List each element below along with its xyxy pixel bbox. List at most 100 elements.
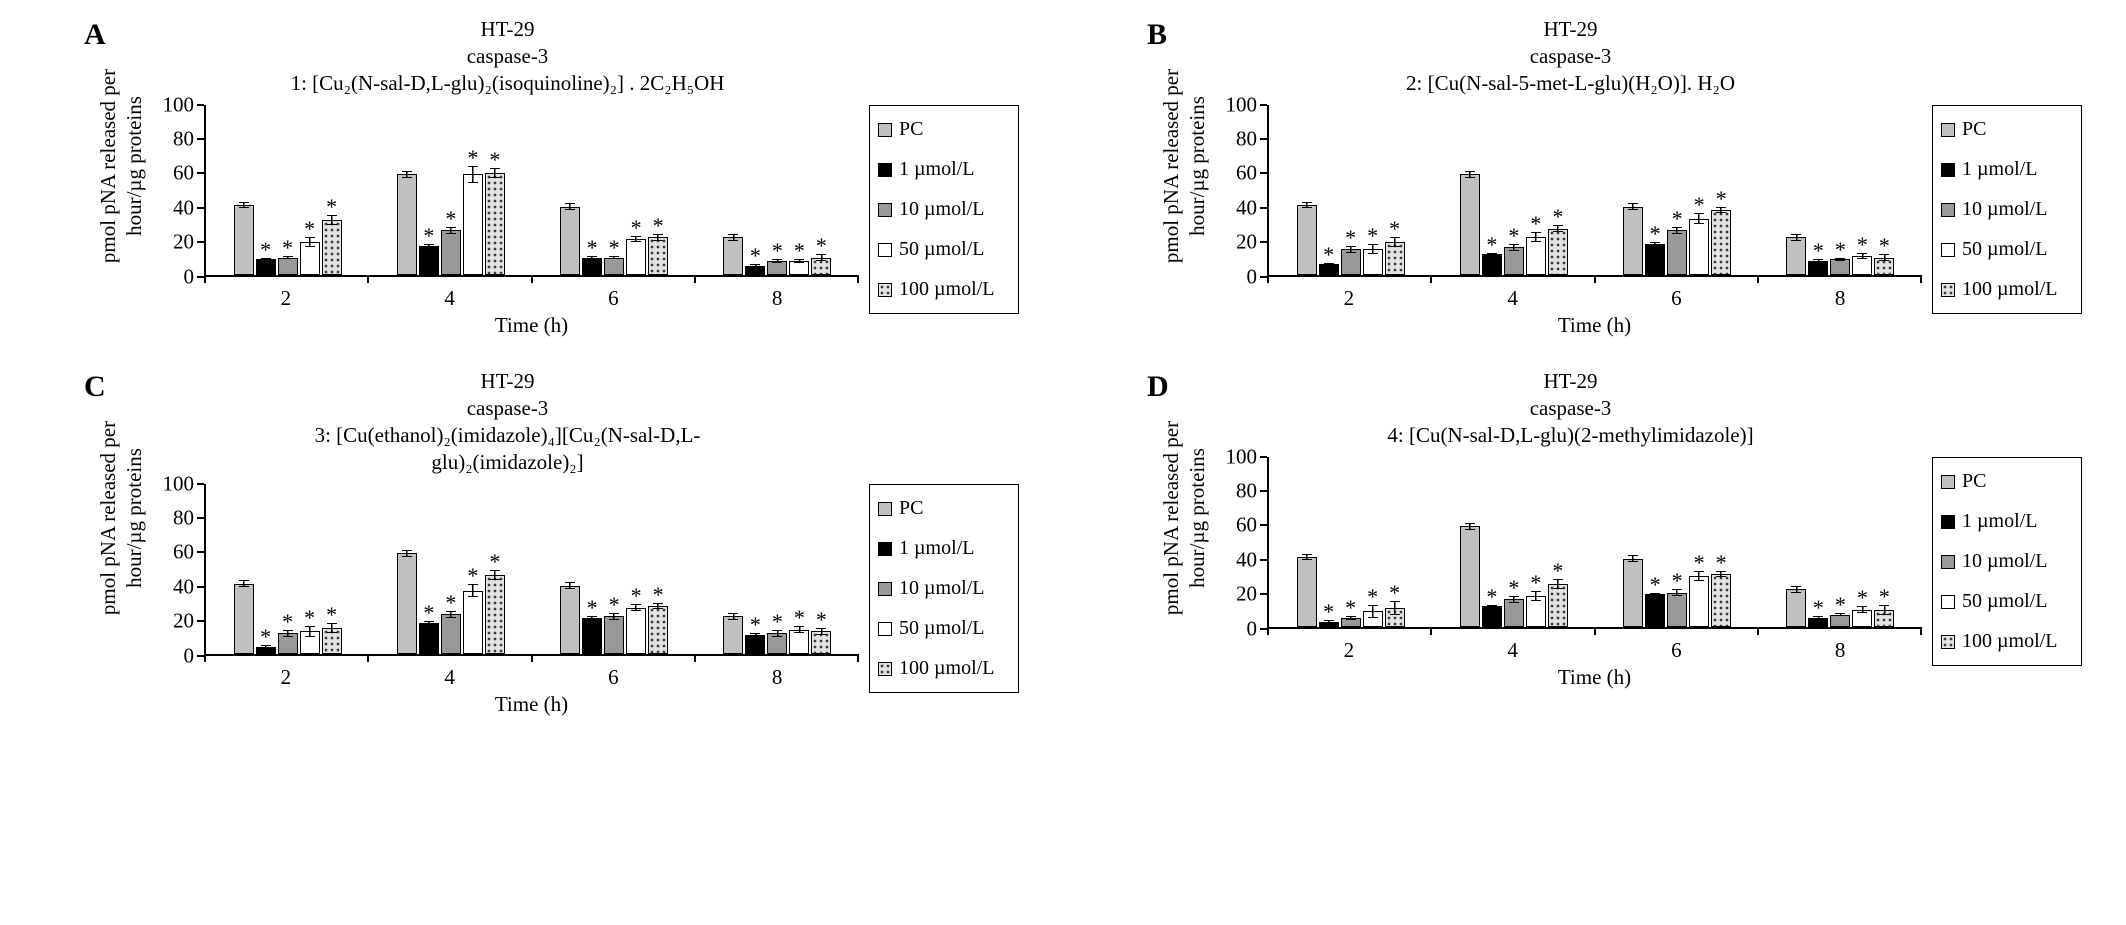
bar-group: * * * *: [1269, 105, 1432, 275]
y-tick-label: 60: [1236, 512, 1257, 537]
bar-gray: [604, 257, 625, 275]
chart-title-line: HT-29: [1543, 17, 1598, 41]
legend-swatch-dots: [878, 282, 892, 297]
error-bar: [653, 233, 664, 241]
x-axis-title: Time (h): [494, 691, 569, 716]
error-bar: [1389, 237, 1400, 248]
x-tick-label: 4: [1507, 285, 1518, 310]
significance-asterisk: *: [423, 223, 435, 249]
significance-asterisk: *: [793, 605, 805, 631]
significance-asterisk: *: [1389, 580, 1401, 606]
significance-asterisk: *: [1878, 583, 1890, 609]
chart-main: HT-29 caspase-3 1: [Cu₂(N-sal-D,L-glu)₂(is…: [156, 16, 859, 338]
x-axis-ticklabels: 2 4 6 8: [204, 665, 859, 690]
error-bar: [445, 611, 456, 618]
legend-item: 1 µmol/L: [878, 158, 1010, 181]
bar-slot: *: [277, 105, 299, 275]
legend-item: 100 µmol/L: [1941, 630, 2073, 653]
chart-title: HT-29 caspase-3 1: [Cu₂(N-sal-D,L-glu)₂(is…: [156, 16, 859, 97]
chart-title-line: HT-29: [1543, 369, 1598, 393]
bar-slot: *: [1807, 105, 1829, 275]
chart-title-line: 1: [Cu₂(N-sal-D,L-glu)₂(isoquinoline)₂] …: [290, 70, 725, 95]
legend-item: PC: [1941, 118, 2073, 141]
bar-slot: *: [1525, 105, 1547, 275]
x-tick-label: 8: [771, 285, 783, 310]
y-tickmark: [197, 516, 204, 519]
bar-gray: [1503, 247, 1524, 275]
significance-asterisk: *: [282, 608, 294, 634]
bar-slot: [1785, 105, 1807, 275]
bar-slot: *: [299, 105, 321, 275]
error-bar: [1857, 252, 1868, 260]
legend-label: 10 µmol/L: [899, 198, 985, 220]
significance-asterisk: *: [1649, 221, 1661, 247]
y-tickmark: [197, 654, 204, 657]
y-axis-title-line: pmol pNA released per: [1158, 68, 1183, 264]
panel-d: D pmol pNA released per hour/µg proteins…: [1063, 358, 2126, 925]
bar-slot: *: [1688, 105, 1710, 275]
y-tickmark: [1260, 627, 1267, 630]
bar-pc: [1459, 526, 1480, 627]
error-bar: [467, 583, 478, 598]
bar-group: * * * *: [1432, 457, 1595, 627]
error-bar: [728, 612, 739, 620]
bar-black: [418, 622, 439, 654]
error-bar: [1345, 245, 1356, 253]
bar-black: [1645, 244, 1666, 275]
legend-swatch-white: [878, 242, 892, 257]
error-bar: [565, 203, 576, 211]
x-tick-label: 2: [280, 664, 292, 689]
bar-slot: *: [321, 105, 343, 275]
bar-slot: *: [581, 105, 603, 275]
legend-item: 100 µmol/L: [1941, 278, 2073, 301]
x-tick-label: 2: [280, 285, 292, 310]
bar-slot: *: [788, 484, 810, 654]
error-bar: [609, 255, 620, 260]
bar-slot: *: [1384, 457, 1406, 627]
bar-group: * * * *: [206, 105, 369, 275]
bar-pc: [723, 616, 744, 654]
bar-group: * * * *: [1596, 105, 1759, 275]
significance-asterisk: *: [260, 624, 272, 649]
error-bar: [1879, 254, 1890, 262]
panel-c: C pmol pNA released per hour/µg proteins…: [0, 358, 1063, 925]
legend-item: 10 µmol/L: [1941, 550, 2073, 573]
x-tick-label: 6: [1671, 285, 1682, 310]
bar-slot: [1459, 457, 1481, 627]
legend-swatch-pc: [1941, 122, 1955, 137]
error-bar: [772, 629, 783, 637]
bar-pc: [1296, 556, 1317, 627]
significance-asterisk: *: [1856, 585, 1868, 611]
significance-asterisk: *: [1812, 238, 1824, 264]
bar-slot: *: [1829, 105, 1851, 275]
significance-asterisk: *: [1649, 571, 1661, 597]
bar-slot: *: [1851, 457, 1873, 627]
bar-slot: *: [255, 105, 277, 275]
error-bar: [609, 612, 620, 620]
y-axis-title-line: hour/µg proteins: [1185, 96, 1209, 236]
y-tickmark: [197, 138, 204, 141]
significance-asterisk: *: [771, 608, 783, 634]
error-bar: [631, 604, 642, 611]
error-bar: [1791, 585, 1802, 593]
bar-pc: [233, 583, 254, 654]
legend-item: 10 µmol/L: [1941, 198, 2073, 221]
significance-asterisk: *: [1715, 185, 1727, 211]
y-tick-label: 0: [1246, 264, 1258, 289]
bar-dots: [1711, 573, 1732, 627]
bar-group: * * * *: [1759, 457, 1922, 627]
bar-slot: *: [462, 105, 484, 275]
legend-swatch-pc: [1941, 474, 1955, 489]
y-tickmark: [197, 206, 204, 209]
y-tickmark: [197, 551, 204, 554]
significance-asterisk: *: [1552, 204, 1564, 230]
error-bar: [489, 167, 500, 178]
error-bar: [326, 215, 337, 226]
legend-swatch-black: [1941, 514, 1955, 529]
bar-slot: *: [299, 484, 321, 654]
bar-gray: [1667, 230, 1688, 275]
error-bar: [631, 235, 642, 243]
axes-row: 0 20 40 60 80 100 * * * * * * * * * * * * * * * * 2 4 6 8 Time …: [156, 94, 859, 338]
y-tick-label: 20: [1236, 581, 1257, 606]
